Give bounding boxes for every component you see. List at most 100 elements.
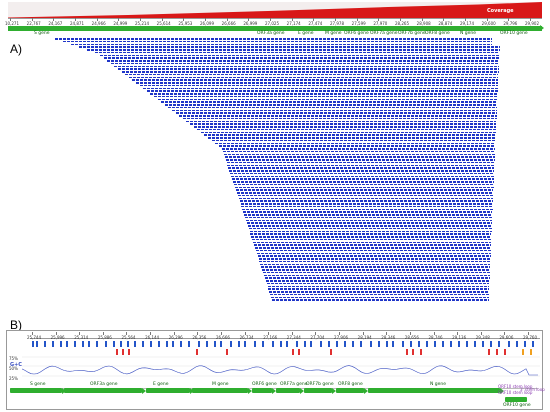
variant-mark: [360, 341, 362, 347]
read-row: [261, 266, 491, 268]
variant-mark-high: [226, 349, 228, 355]
variant-mark-high: [128, 349, 130, 355]
ruler-tick: [291, 18, 293, 21]
read-row: [256, 252, 491, 255]
ruler-tick: [268, 332, 270, 335]
read-row: [267, 285, 490, 288]
read-row: [226, 161, 495, 164]
legend-stem-loop-2: ORF10 stem loop: [498, 390, 533, 395]
read-row: [71, 43, 492, 46]
read-row: [193, 126, 497, 128]
ruler-line: [8, 18, 542, 19]
gene-arrow: [540, 25, 544, 31]
read-row: [259, 260, 491, 263]
variant-mark: [220, 341, 222, 347]
variant-mark: [238, 341, 240, 347]
ruler-tick: [465, 18, 466, 21]
read-row: [125, 73, 499, 76]
read-row: [247, 225, 492, 227]
variant-mark-high: [116, 349, 118, 355]
variant-mark: [352, 341, 354, 347]
ruler-tick-label: 24,167: [48, 21, 63, 26]
read-row: [230, 172, 495, 175]
ruler-tick: [433, 332, 435, 335]
variant-mark: [328, 341, 330, 347]
ruler-tick-label: 28,194: [357, 335, 372, 340]
variant-mark: [262, 341, 264, 347]
ruler-tick-label: 28,746: [428, 335, 443, 340]
variant-mark: [392, 341, 394, 347]
ruler-tick: [102, 332, 104, 335]
ruler-tick-label: 29,902: [525, 21, 539, 26]
read-row: [232, 181, 494, 183]
gene-label: ORF7b gene: [306, 382, 334, 387]
gene-bar: [304, 388, 332, 393]
variant-mark-orange: [522, 349, 524, 355]
variant-mark-high: [196, 349, 198, 355]
ruler-tick-label: 27,704: [310, 335, 325, 340]
panel-b-frame: [6, 330, 543, 410]
variant-mark-orange: [530, 349, 532, 355]
variant-mark: [434, 341, 436, 347]
gene-arrow: [272, 387, 276, 394]
variant-mark: [426, 341, 428, 347]
read-row: [272, 299, 489, 301]
ruler-tick-label: 26,356: [192, 335, 207, 340]
ruler-tick: [96, 18, 98, 21]
variant-mark: [44, 341, 46, 347]
variant-mark: [286, 341, 288, 347]
variant-mark: [88, 341, 90, 347]
read-row: [239, 200, 493, 202]
ruler-tick-label: 25,214: [135, 21, 149, 26]
read-row: [175, 112, 497, 114]
ruler-tick: [118, 18, 120, 21]
annotation-track-b: S gene ORF3a gene E gene M gene ORF6 gene ORF…: [0, 382, 550, 410]
ruler-tick-label: 25,564: [121, 335, 136, 340]
gene-label-orf8: ORF8 gene: [425, 31, 450, 36]
gene-label-orf7a: ORF7a gene: [370, 31, 398, 36]
read-row: [215, 142, 496, 145]
gene-arrow: [248, 387, 252, 394]
read-row: [190, 123, 497, 125]
gc-title: G+C: [10, 362, 22, 368]
ruler-tick: [409, 332, 411, 335]
ruler-tick-label: 29,136: [452, 335, 467, 340]
variant-mark: [442, 341, 444, 347]
variant-mark: [516, 341, 518, 347]
read-row: [251, 236, 492, 238]
gene-label: ORF3a gene: [90, 382, 118, 387]
variant-mark-high: [488, 349, 490, 355]
gene-bar: [10, 388, 62, 393]
gene-arrow: [332, 387, 336, 394]
read-row: [143, 87, 498, 90]
variant-mark: [310, 341, 312, 347]
ruler-tick-label: 27,978: [330, 21, 344, 26]
variant-mark: [66, 341, 68, 347]
ruler-tick: [75, 18, 76, 21]
variant-mark: [254, 341, 256, 347]
ruler-tick-label: 27,025: [265, 21, 279, 26]
ruler-tick: [457, 332, 459, 335]
read-row: [186, 120, 497, 123]
ruler-tick: [530, 18, 531, 21]
gene-bar: [276, 388, 300, 393]
read-row: [63, 40, 492, 43]
variant-mark: [386, 341, 388, 347]
read-row: [225, 159, 495, 161]
ruler-tick: [486, 18, 488, 21]
read-row: [245, 216, 493, 219]
read-row: [197, 128, 497, 131]
ruler-tick-label: 29,606: [499, 335, 514, 340]
variant-mark: [96, 341, 98, 347]
read-row: [243, 211, 493, 213]
variant-mark-high: [496, 349, 498, 355]
read-row: [139, 84, 498, 87]
variant-mark: [142, 341, 144, 347]
ruler-tick-label: 26,666: [221, 21, 236, 26]
legend-3p-stem-loop: 3' stem loop: [520, 387, 545, 392]
read-row: [204, 134, 496, 136]
read-row: [172, 109, 497, 112]
ruler-tick: [220, 332, 222, 335]
read-row: [95, 51, 500, 54]
gene-label: S gene: [30, 382, 46, 387]
